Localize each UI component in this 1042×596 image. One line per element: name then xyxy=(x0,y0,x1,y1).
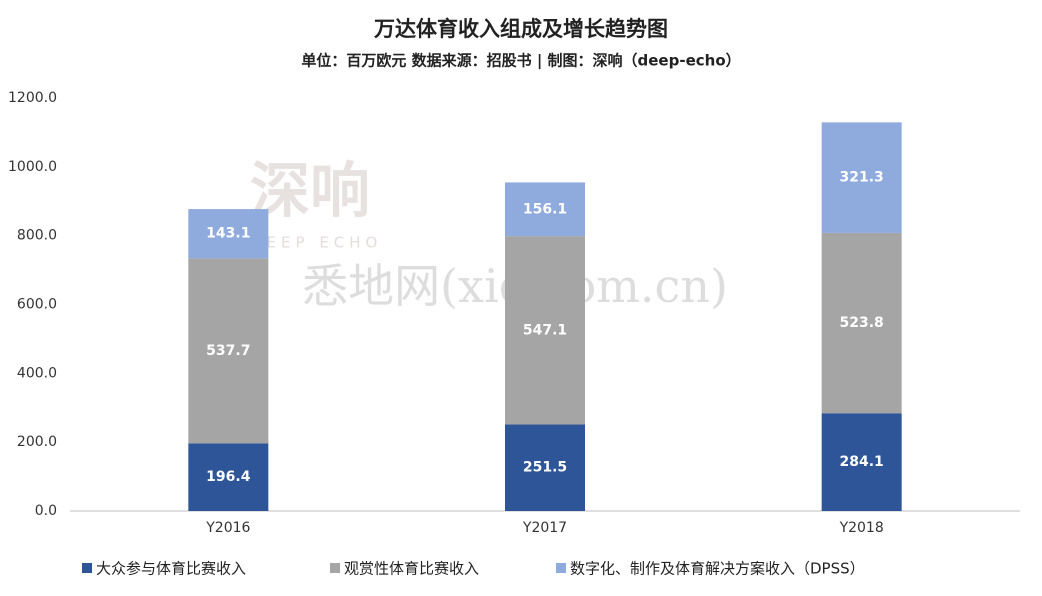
y-tick-label: 0.0 xyxy=(35,503,57,519)
chart-title: 万达体育收入组成及增长趋势图 xyxy=(373,17,668,41)
bar-segment xyxy=(188,258,269,444)
bar-segment xyxy=(821,122,902,233)
legend-label: 观赏性体育比赛收入 xyxy=(344,560,479,578)
bar-segment xyxy=(821,413,902,511)
bar-segment xyxy=(505,182,585,237)
legend-label: 大众参与体育比赛收入 xyxy=(96,560,246,578)
value-label: 547.1 xyxy=(523,322,567,338)
value-label: 321.3 xyxy=(840,170,884,186)
x-tick-label: Y2017 xyxy=(522,520,567,536)
bar-segment xyxy=(188,209,269,259)
legend-label: 数字化、制作及体育解决方案收入（DPSS） xyxy=(570,560,865,578)
y-tick-label: 600.0 xyxy=(17,297,57,313)
chart-subtitle: 单位：百万欧元 数据来源：招股书 | 制图：深响（deep-echo） xyxy=(301,52,740,71)
watermark: DEEP ECHO xyxy=(250,234,382,252)
value-label: 196.4 xyxy=(206,469,251,485)
value-label: 537.7 xyxy=(206,343,250,359)
y-tick-label: 1000.0 xyxy=(8,159,57,175)
y-tick-label: 800.0 xyxy=(17,228,57,244)
bar-segment xyxy=(821,232,902,414)
value-label: 156.1 xyxy=(523,201,567,217)
bar-segment xyxy=(188,443,269,511)
x-tick-label: Y2016 xyxy=(205,520,250,536)
value-label: 523.8 xyxy=(840,315,884,331)
x-tick-label: Y2018 xyxy=(839,520,884,536)
bar-segment xyxy=(505,424,585,511)
value-label: 284.1 xyxy=(840,454,884,470)
bar-segment xyxy=(505,236,585,425)
y-tick-label: 1200.0 xyxy=(8,90,57,106)
y-tick-label: 200.0 xyxy=(17,434,57,450)
value-label: 143.1 xyxy=(206,226,250,242)
watermark: 深响 xyxy=(250,157,370,227)
legend-swatch xyxy=(330,563,340,573)
legend-swatch xyxy=(556,563,566,573)
y-tick-label: 400.0 xyxy=(17,365,57,381)
value-label: 251.5 xyxy=(523,460,567,476)
legend-swatch xyxy=(82,563,92,573)
